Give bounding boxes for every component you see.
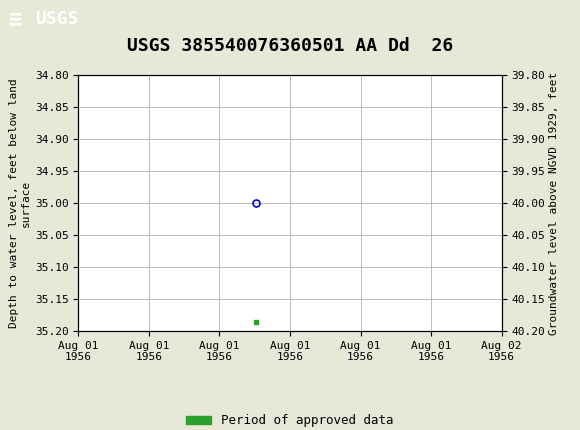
Text: USGS: USGS	[35, 10, 78, 28]
Y-axis label: Depth to water level, feet below land
surface: Depth to water level, feet below land su…	[9, 78, 31, 328]
Text: ≡: ≡	[9, 9, 22, 29]
Text: USGS 385540076360501 AA Dd  26: USGS 385540076360501 AA Dd 26	[127, 37, 453, 55]
Legend: Period of approved data: Period of approved data	[181, 409, 399, 430]
Y-axis label: Groundwater level above NGVD 1929, feet: Groundwater level above NGVD 1929, feet	[549, 71, 559, 335]
